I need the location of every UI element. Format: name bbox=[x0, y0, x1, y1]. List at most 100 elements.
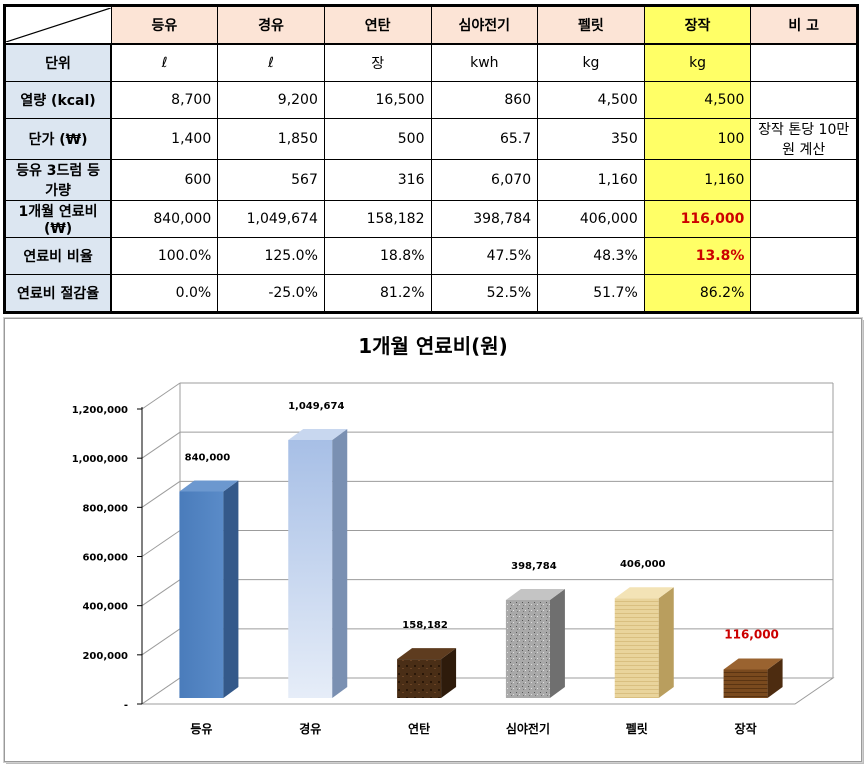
table-cell-highlight: 4,500 bbox=[643, 81, 752, 119]
table-cell: 6,070 bbox=[430, 159, 539, 201]
data-label: 158,182 bbox=[402, 620, 448, 631]
corner-cell bbox=[4, 5, 112, 45]
table-cell: 398,784 bbox=[430, 200, 539, 238]
gridline-side bbox=[141, 579, 181, 607]
row-header: 연료비 절감율 bbox=[4, 274, 113, 313]
bar-side bbox=[549, 588, 565, 698]
table-cell: 18.8% bbox=[323, 237, 432, 275]
column-header: 등유 bbox=[110, 5, 219, 45]
table-cell: 9,200 bbox=[217, 81, 325, 119]
y-tick-label: 1,000,000 bbox=[72, 454, 128, 465]
table-cell: kg bbox=[537, 43, 645, 82]
column-header: 심야전기 bbox=[430, 5, 539, 45]
bar-front bbox=[288, 439, 333, 698]
data-label: 406,000 bbox=[620, 559, 666, 570]
table-cell: 4,500 bbox=[537, 81, 645, 119]
table-cell-highlight: 1,160 bbox=[643, 159, 752, 201]
table-cell: 1,400 bbox=[110, 118, 219, 160]
table-cell: ℓ bbox=[110, 43, 219, 82]
gridline-side bbox=[141, 628, 181, 656]
table-row: 1개월 연료비(₩) 840,000 1,049,674 158,182 398… bbox=[4, 200, 858, 238]
data-label: 398,784 bbox=[511, 561, 557, 572]
table-cell: -25.0% bbox=[217, 274, 325, 313]
table-cell: 47.5% bbox=[430, 237, 539, 275]
table-cell: 16,500 bbox=[323, 81, 432, 119]
bar-side bbox=[223, 480, 239, 698]
note-cell bbox=[750, 237, 858, 275]
bar-top bbox=[505, 588, 565, 600]
x-tick-label: 펠릿 bbox=[626, 721, 648, 736]
table-cell: 500 bbox=[323, 118, 432, 160]
diagonal-line bbox=[6, 8, 111, 42]
table-row: 등유 3드럼 등가량 600 567 316 6,070 1,160 1,160 bbox=[4, 159, 858, 201]
bar-top bbox=[723, 658, 783, 670]
bar-side bbox=[441, 648, 457, 698]
x-tick-label: 장작 bbox=[735, 721, 757, 736]
table-cell: 장 bbox=[323, 43, 432, 82]
table-cell: 65.7 bbox=[430, 118, 539, 160]
x-tick-label: 심야전기 bbox=[506, 721, 550, 736]
bar-top bbox=[614, 587, 674, 599]
bar bbox=[288, 428, 348, 698]
table-cell: 1,049,674 bbox=[217, 200, 325, 238]
table-cell: 840,000 bbox=[110, 200, 219, 238]
table-cell: 51.7% bbox=[537, 274, 645, 313]
y-tick-label: - bbox=[124, 700, 128, 711]
bar bbox=[397, 648, 457, 698]
column-header-highlight: 장작 bbox=[643, 5, 752, 45]
table-row: 연료비 절감율 0.0% -25.0% 81.2% 52.5% 51.7% 86… bbox=[4, 274, 858, 313]
table-cell: ℓ bbox=[217, 43, 325, 82]
table-cell: 81.2% bbox=[323, 274, 432, 313]
note-cell bbox=[750, 274, 858, 313]
note-cell: 장작 톤당 10만원 계산 bbox=[750, 118, 858, 160]
column-header: 경유 bbox=[217, 5, 325, 45]
table-cell: 567 bbox=[217, 159, 325, 201]
gridline-side bbox=[141, 431, 181, 459]
data-label: 116,000 bbox=[724, 627, 779, 641]
gridline-side bbox=[141, 382, 181, 410]
table-cell-highlight: 100 bbox=[643, 118, 752, 160]
bar-chart: 1개월 연료비(원) - 200,000 400,000 600,000 800,000… bbox=[72, 334, 835, 736]
table-cell: 350 bbox=[537, 118, 645, 160]
table-cell-emphasis: 116,000 bbox=[643, 200, 752, 238]
table-header-row: 등유 경유 연탄 심야전기 펠릿 장작 비 고 bbox=[4, 5, 858, 45]
chart-frame: 1개월 연료비(원) - 200,000 400,000 600,000 800,000… bbox=[4, 318, 862, 762]
x-tick-label: 경유 bbox=[299, 722, 321, 736]
x-tick-label: 연탄 bbox=[408, 721, 430, 736]
data-label: 840,000 bbox=[185, 453, 231, 464]
row-header: 1개월 연료비(₩) bbox=[4, 200, 113, 238]
bar-side bbox=[658, 587, 674, 698]
bar bbox=[723, 658, 783, 698]
table-cell: 1,850 bbox=[217, 118, 325, 160]
note-cell bbox=[750, 81, 858, 119]
table-cell: 158,182 bbox=[323, 200, 432, 238]
row-header: 열량 (kcal) bbox=[4, 81, 113, 119]
row-header: 등유 3드럼 등가량 bbox=[4, 159, 113, 201]
table-row: 단위 ℓ ℓ 장 kwh kg kg bbox=[4, 43, 858, 82]
table-row: 연료비 비율 100.0% 125.0% 18.8% 47.5% 48.3% 1… bbox=[4, 237, 858, 275]
row-header: 단위 bbox=[4, 43, 113, 82]
bar-front bbox=[723, 669, 768, 698]
note-cell bbox=[750, 200, 858, 238]
bar-top bbox=[179, 480, 239, 492]
table-cell: 406,000 bbox=[537, 200, 645, 238]
table-cell-highlight: kg bbox=[643, 43, 752, 82]
column-header: 펠릿 bbox=[537, 5, 645, 45]
bar bbox=[505, 588, 565, 698]
fuel-cost-table: 등유 경유 연탄 심야전기 펠릿 장작 비 고 단위 ℓ ℓ 장 kwh kg … bbox=[3, 4, 859, 314]
table-cell: 52.5% bbox=[430, 274, 539, 313]
table-row: 열량 (kcal) 8,700 9,200 16,500 860 4,500 4… bbox=[4, 81, 858, 119]
note-cell bbox=[750, 159, 858, 201]
table-cell: 1,160 bbox=[537, 159, 645, 201]
bar-front bbox=[397, 659, 442, 698]
table-cell: 600 bbox=[110, 159, 219, 201]
bar bbox=[179, 480, 239, 698]
y-tick-label: 800,000 bbox=[82, 503, 128, 514]
bar bbox=[614, 587, 674, 698]
table-cell-emphasis: 13.8% bbox=[643, 237, 752, 275]
y-tick-label: 200,000 bbox=[82, 651, 128, 662]
bar-front bbox=[505, 599, 550, 698]
table-cell: 316 bbox=[323, 159, 432, 201]
y-tick-label: 1,200,000 bbox=[72, 405, 128, 416]
bar-front bbox=[179, 491, 224, 698]
